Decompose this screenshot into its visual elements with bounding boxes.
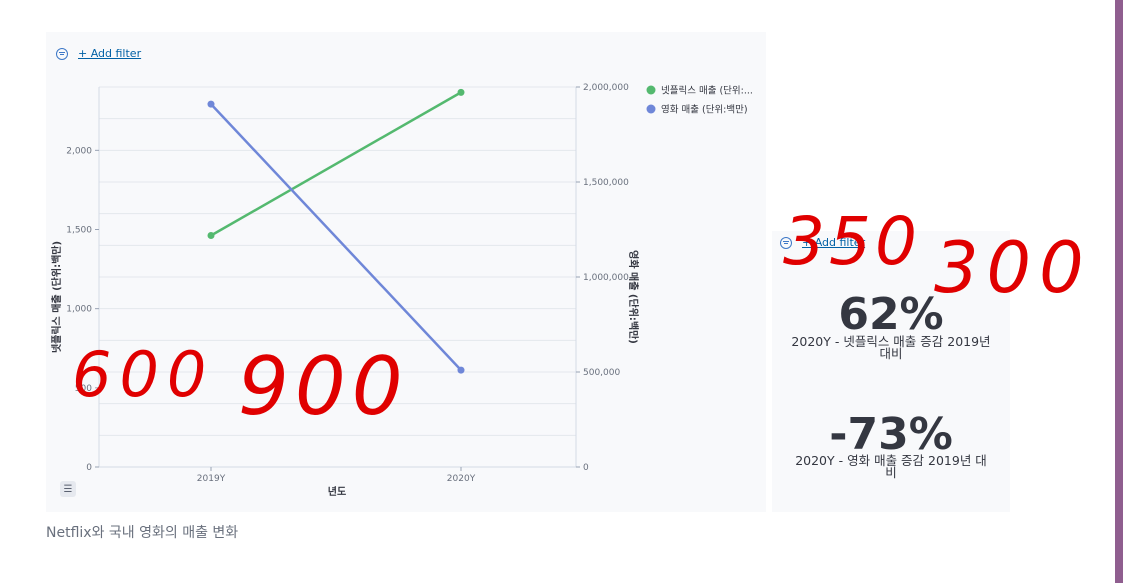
y-left-tick-label: 0 bbox=[86, 463, 92, 473]
series-line bbox=[210, 103, 462, 371]
metric-value-movie: -73% bbox=[829, 409, 953, 460]
x-axis-label: 년도 bbox=[328, 485, 346, 498]
series-point bbox=[457, 88, 465, 96]
legend-swatch bbox=[646, 104, 656, 114]
metric-panel: + Add filter 62% 2020Y - 넷플릭스 매출 증감 2019… bbox=[772, 231, 1010, 512]
y-right-ticks: 0 500,000 1,000,000 1,500,000 2,000,000 bbox=[576, 83, 629, 473]
y-right-tick-label: 1,000,000 bbox=[583, 273, 629, 283]
y-left-tick-label: 500 bbox=[75, 384, 92, 394]
y-left-tick-label: 1,500 bbox=[66, 226, 92, 236]
legend-toggle-button[interactable]: ☰ bbox=[60, 481, 76, 497]
y-right-tick-label: 0 bbox=[583, 463, 589, 473]
chart-grid bbox=[99, 86, 576, 468]
line-chart: 0 500 1,000 1,500 2,000 0 500,000 1,000,000 1,5… bbox=[50, 83, 753, 498]
filter-icon[interactable] bbox=[56, 47, 68, 60]
series-point bbox=[207, 100, 215, 108]
x-tick-label: 2019Y bbox=[197, 474, 226, 484]
window-edge-bar bbox=[1115, 0, 1123, 583]
y-left-tick-label: 2,000 bbox=[66, 146, 92, 156]
y-right-tick-label: 500,000 bbox=[583, 368, 620, 378]
metric-value-netflix: 62% bbox=[838, 289, 944, 340]
add-filter-link[interactable]: + Add filter bbox=[78, 47, 142, 60]
y-left-ticks: 0 500 1,000 1,500 2,000 bbox=[66, 146, 99, 473]
legend-swatch bbox=[646, 85, 656, 95]
y-right-axis-label: 영화 매출 (단위:백만) bbox=[627, 250, 640, 344]
series-point bbox=[457, 366, 465, 374]
legend-entry: 영화 매출 (단위:백만) bbox=[661, 104, 748, 116]
chart-legend: 넷플릭스 매출 (단위:... 영화 매출 (단위:백만) bbox=[646, 85, 753, 116]
metric-filter-bar: + Add filter bbox=[780, 236, 865, 249]
y-left-tick-label: 1,000 bbox=[66, 305, 92, 315]
y-left-axis-label: 넷플릭스 매출 (단위:백만) bbox=[50, 241, 63, 353]
metric-label-netflix: 2020Y - 넷플릭스 매출 증감 2019년 대비 bbox=[791, 334, 991, 361]
y-right-tick-label: 2,000,000 bbox=[583, 83, 629, 93]
series-point bbox=[207, 232, 215, 240]
y-right-tick-label: 1,500,000 bbox=[583, 178, 629, 188]
legend-entry: 넷플릭스 매출 (단위:... bbox=[661, 85, 753, 97]
visualization-caption: Netflix와 국내 영화의 매출 변화 bbox=[46, 525, 239, 541]
chart-series bbox=[207, 88, 465, 374]
metric-label-movie: 2020Y - 영화 매출 증감 2019년 대비 bbox=[795, 453, 987, 480]
series-line bbox=[210, 91, 462, 237]
x-tick-label: 2020Y bbox=[447, 474, 476, 484]
x-ticks: 2019Y 2020Y bbox=[197, 467, 476, 484]
filter-bar: + Add filter bbox=[56, 47, 141, 60]
filter-icon[interactable] bbox=[780, 236, 792, 249]
line-chart-panel: + Add filter 0 500 1,000 1,500 2,000 0 500,00… bbox=[46, 32, 766, 512]
add-filter-link[interactable]: + Add filter bbox=[802, 236, 866, 249]
